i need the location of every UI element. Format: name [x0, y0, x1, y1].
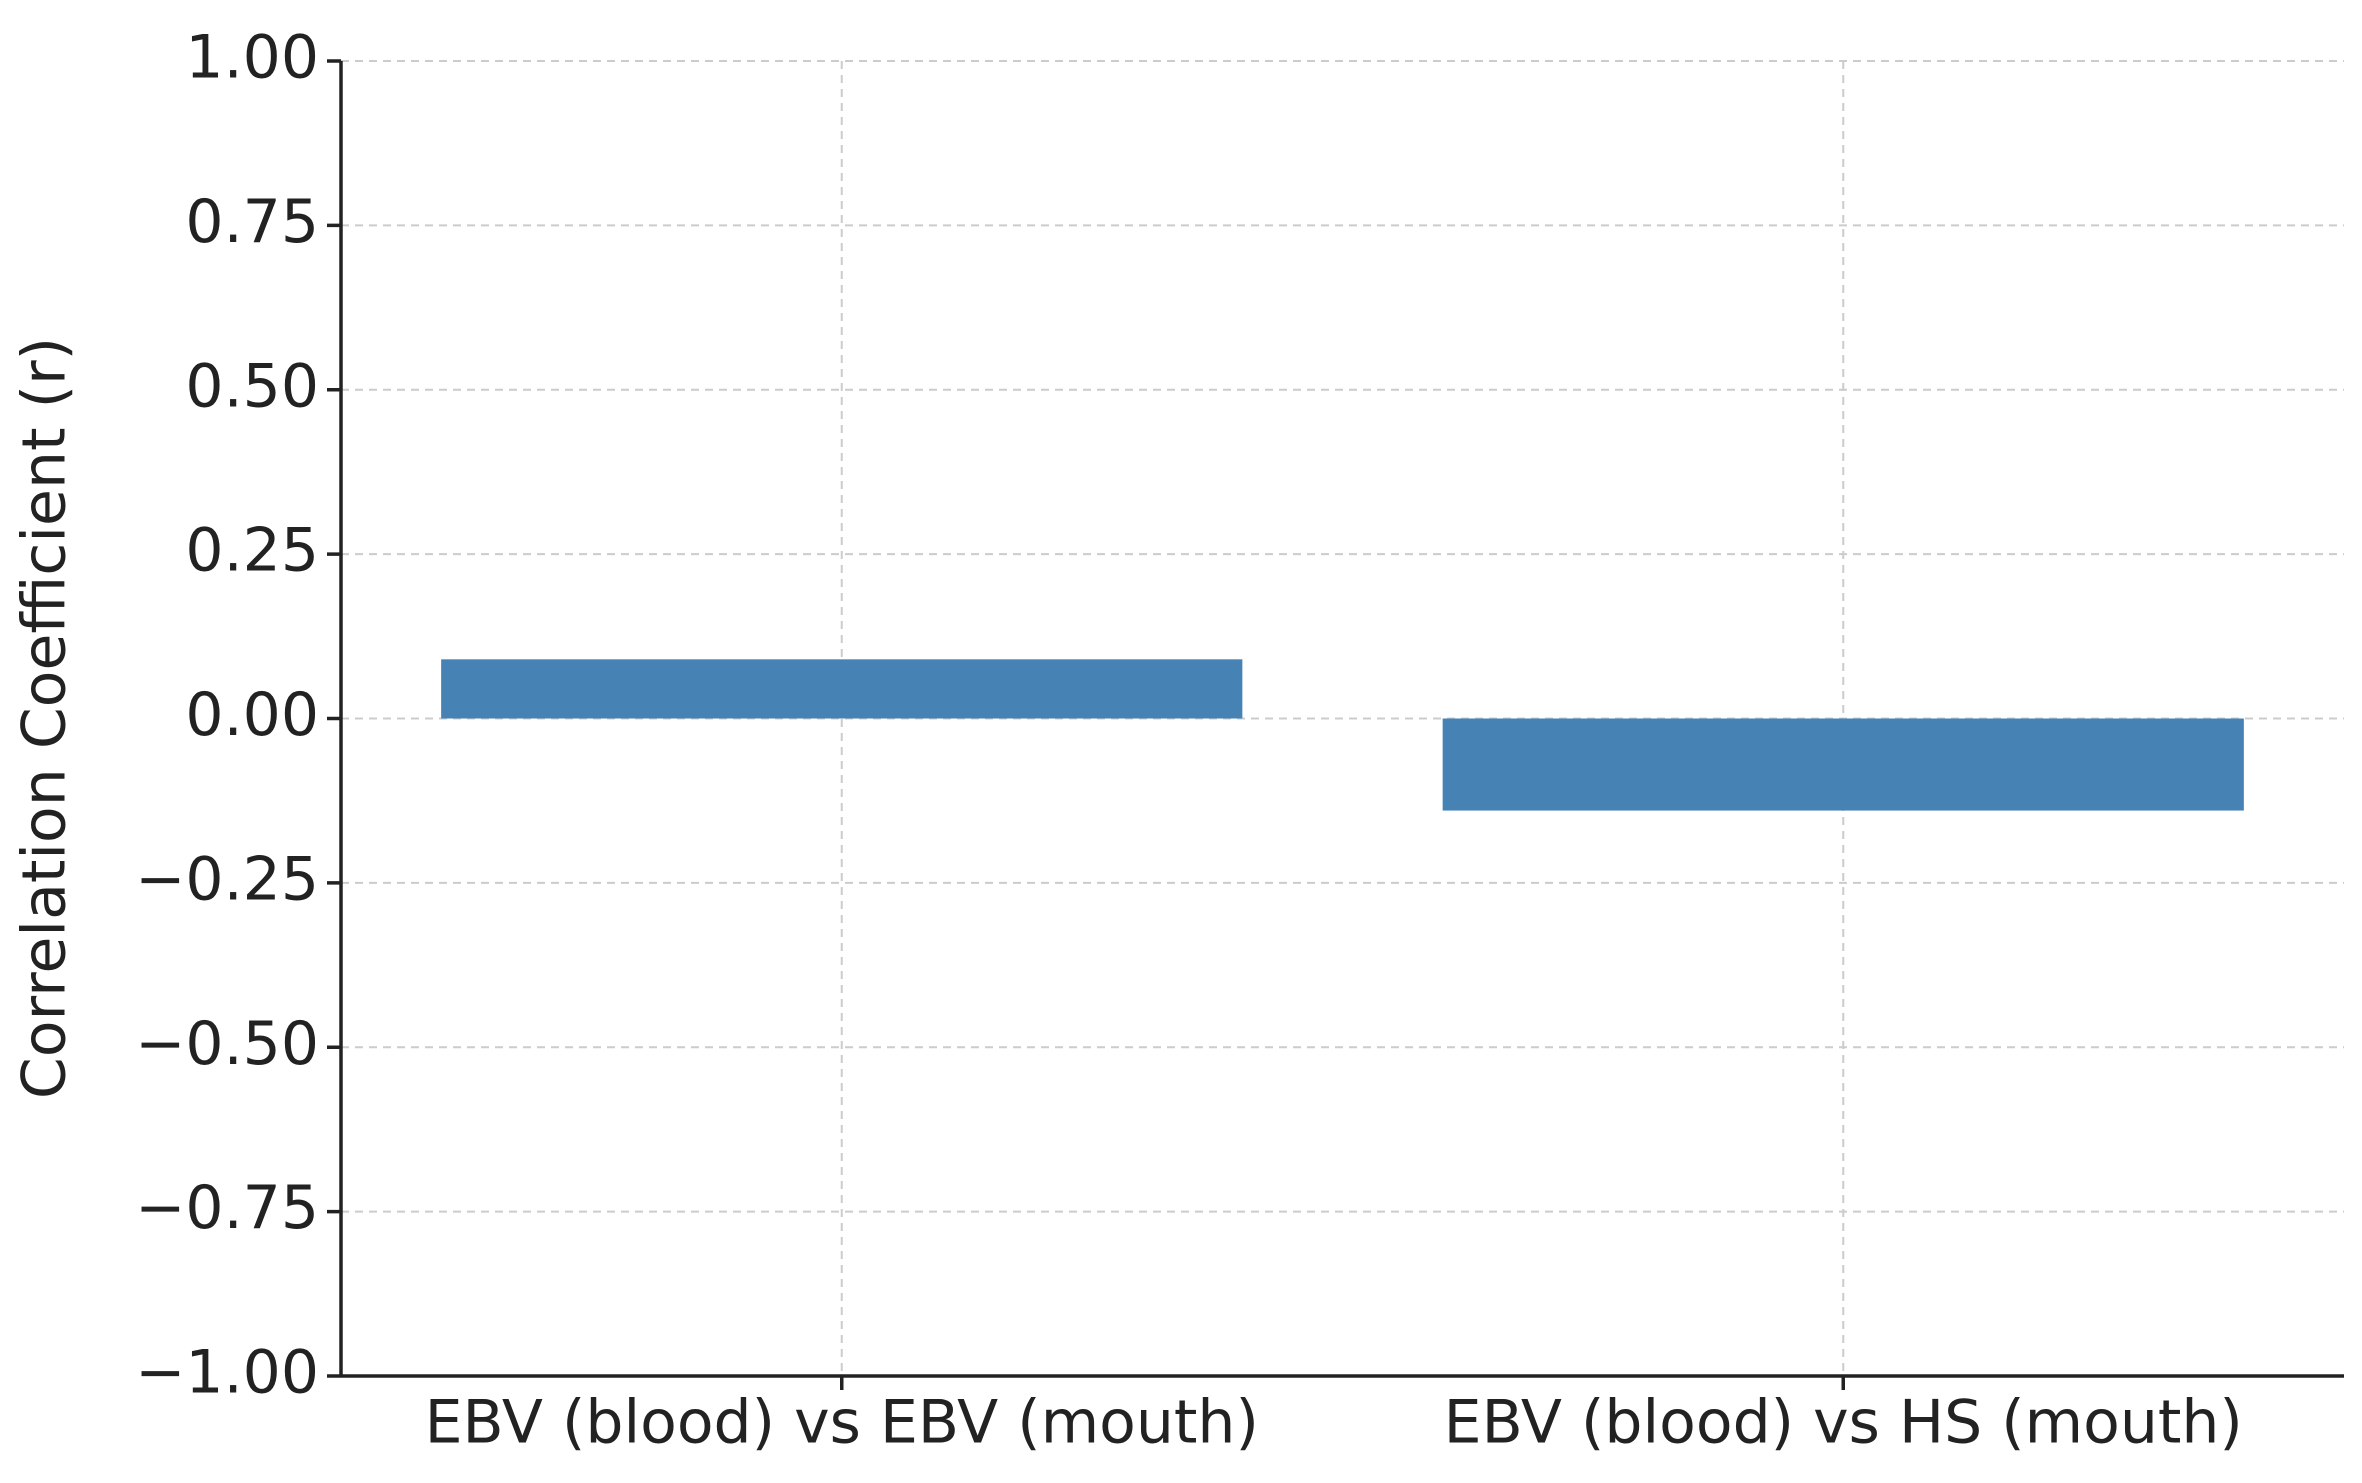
- y-tick-label: −0.75: [135, 1173, 319, 1243]
- y-tick-label: 0.25: [185, 516, 319, 586]
- y-tick-label: 0.75: [185, 187, 319, 257]
- bar: [441, 659, 1243, 719]
- bar: [1442, 718, 2244, 811]
- y-tick-label: −0.25: [135, 844, 319, 914]
- y-axis-label: Correlation Coefficient (r): [10, 337, 80, 1099]
- y-tick-label: 0.00: [185, 680, 319, 750]
- y-tick-label: 0.50: [185, 351, 319, 421]
- y-tick-label: −1.00: [135, 1338, 319, 1408]
- y-tick-label: 1.00: [185, 23, 319, 93]
- x-tick-label: EBV (blood) vs EBV (mouth): [425, 1388, 1259, 1458]
- y-tick-label: −0.50: [135, 1009, 319, 1079]
- x-tick-label: EBV (blood) vs HS (mouth): [1444, 1388, 2243, 1458]
